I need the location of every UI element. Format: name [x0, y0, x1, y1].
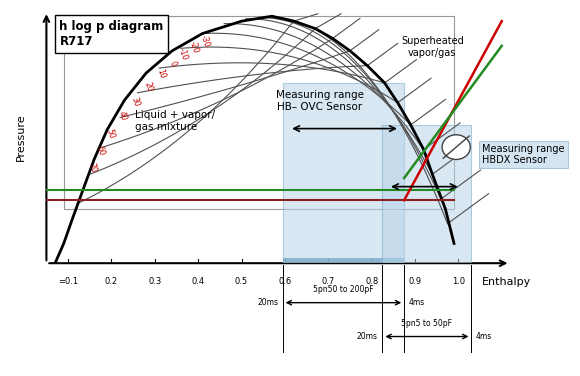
- Text: 0.8: 0.8: [365, 277, 378, 286]
- Bar: [64, 16, 454, 209]
- Text: Enthalpy: Enthalpy: [481, 277, 531, 287]
- Text: -10: -10: [177, 47, 189, 62]
- Bar: [282, 258, 404, 263]
- Text: 0: 0: [167, 59, 177, 67]
- Ellipse shape: [442, 135, 470, 159]
- Text: 0.6: 0.6: [278, 277, 292, 286]
- Bar: [382, 125, 472, 263]
- Text: -20: -20: [188, 40, 200, 55]
- Text: 5pn50 to 200pF: 5pn50 to 200pF: [313, 285, 374, 294]
- Text: Liquid + vapor/
gas mixture: Liquid + vapor/ gas mixture: [135, 110, 215, 132]
- Text: 4ms: 4ms: [409, 298, 425, 307]
- Text: 0.7: 0.7: [322, 277, 335, 286]
- Text: Measuring range
HBDX Sensor: Measuring range HBDX Sensor: [482, 144, 565, 165]
- Text: 5pn5 to 50pF: 5pn5 to 50pF: [401, 319, 452, 328]
- Text: 0.2: 0.2: [105, 277, 118, 286]
- Text: 20ms: 20ms: [357, 332, 378, 341]
- Text: Superheated
vapor/gas: Superheated vapor/gas: [401, 36, 464, 58]
- Text: Measuring range
HB– OVC Sensor: Measuring range HB– OVC Sensor: [276, 90, 364, 112]
- Text: 1.0: 1.0: [452, 277, 465, 286]
- Text: Pressure: Pressure: [16, 114, 26, 161]
- Text: 0.9: 0.9: [408, 277, 422, 286]
- Text: h log p diagram
R717: h log p diagram R717: [59, 20, 164, 48]
- Text: 4ms: 4ms: [476, 332, 492, 341]
- Text: 30: 30: [129, 96, 141, 108]
- Text: 60: 60: [95, 145, 106, 157]
- Text: =0.1: =0.1: [58, 277, 78, 286]
- Text: 20: 20: [143, 80, 154, 92]
- Text: 10: 10: [155, 68, 167, 80]
- Text: 0.4: 0.4: [191, 277, 205, 286]
- Text: 70: 70: [86, 162, 97, 174]
- Text: 0.3: 0.3: [148, 277, 161, 286]
- Text: 50: 50: [105, 127, 117, 139]
- Text: 0.5: 0.5: [235, 277, 248, 286]
- Text: 20ms: 20ms: [257, 298, 278, 307]
- Text: 40: 40: [117, 110, 128, 122]
- Bar: [282, 83, 404, 263]
- Text: -30: -30: [198, 33, 211, 48]
